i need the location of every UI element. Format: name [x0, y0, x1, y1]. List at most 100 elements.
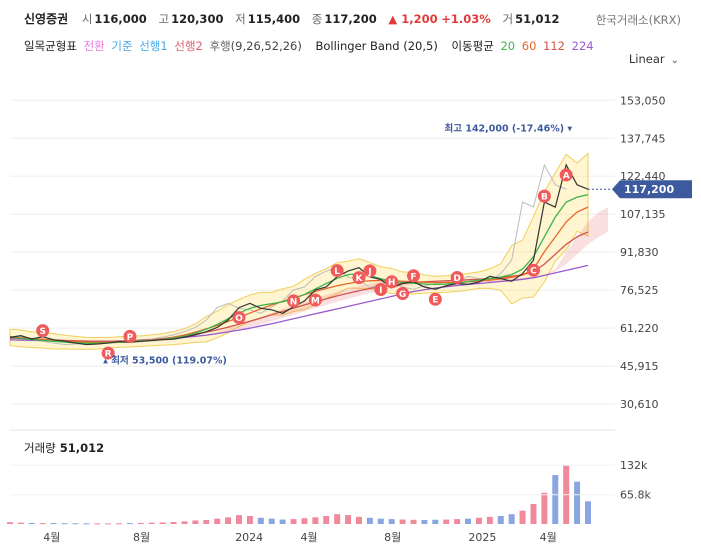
- ichimoku-span1: 선행1: [139, 39, 168, 53]
- bollinger-area: [9, 152, 589, 350]
- volume-tick-label: 65.8k: [620, 489, 651, 502]
- signal-marker-label: A: [563, 171, 570, 181]
- scale-dropdown[interactable]: Linear ⌄: [629, 52, 679, 66]
- chevron-down-icon: ⌄: [670, 55, 679, 66]
- signal-marker-dot: [385, 275, 399, 289]
- volume-bar: [530, 503, 537, 524]
- volume-bar: [574, 481, 581, 524]
- signal-marker-dot: [450, 271, 464, 285]
- high-label: 고: [158, 12, 170, 26]
- series-lines: [9, 163, 589, 346]
- volume-bar: [388, 519, 395, 524]
- volume-bar: [519, 510, 526, 524]
- volume-bar: [214, 518, 221, 524]
- bollinger-label: Bollinger Band (20,5): [315, 39, 438, 53]
- volume-title-label: 거래량: [24, 441, 56, 455]
- volume-bar: [61, 523, 68, 525]
- signal-marker-c: C: [526, 263, 540, 277]
- exchange-label: 한국거래소(KRX): [595, 13, 681, 27]
- signal-marker-label: M: [311, 296, 320, 306]
- open-value: 116,000: [94, 12, 147, 26]
- volume-bar: [39, 523, 46, 525]
- signal-marker-i: I: [374, 283, 388, 297]
- volume-bar: [148, 522, 155, 524]
- volume-bar: [366, 517, 373, 524]
- signal-marker-label: P: [127, 333, 134, 343]
- signal-marker-f: F: [407, 269, 421, 283]
- ichimoku-tenkan: 전환: [83, 39, 105, 53]
- volume-bar: [137, 522, 144, 524]
- signal-marker-o: O: [232, 311, 246, 325]
- volume-bar: [203, 519, 210, 524]
- signal-marker-label: E: [432, 296, 438, 306]
- signal-marker-b: B: [537, 189, 551, 203]
- signal-marker-n: N: [287, 294, 301, 308]
- ma-label: 이동평균: [451, 39, 494, 53]
- signal-marker-dot: [428, 292, 442, 306]
- signal-marker-g: G: [396, 287, 410, 301]
- signal-marker-label: K: [355, 274, 363, 284]
- x-tick-label: 4월: [43, 531, 60, 544]
- y-tick-label: 61,220: [620, 322, 659, 335]
- signal-marker-dot: [330, 264, 344, 278]
- y-tick-label: 45,915: [620, 360, 659, 373]
- volume-bar: [399, 519, 406, 524]
- signal-marker-label: F: [410, 272, 416, 282]
- signal-marker-label: O: [235, 314, 243, 324]
- ichimoku-chikou: 후행: [209, 39, 231, 53]
- signal-marker-dot: [396, 287, 410, 301]
- signal-marker-dot: [352, 271, 366, 285]
- signal-marker-e: E: [428, 292, 442, 306]
- signal-marker-l: L: [330, 264, 344, 278]
- ma-20: 20: [500, 39, 516, 53]
- current-price-label: 117,200: [624, 183, 674, 196]
- volume-label: 거: [502, 12, 514, 26]
- change-value: ▲ 1,200: [388, 12, 438, 26]
- volume-bar: [486, 516, 493, 524]
- volume-bar: [246, 515, 253, 524]
- volume-bar: [345, 515, 352, 524]
- signal-marker-label: B: [541, 193, 548, 203]
- volume-bar: [159, 522, 166, 524]
- volume-bar: [236, 515, 243, 524]
- signal-marker-dot: [526, 263, 540, 277]
- volume-bar: [585, 501, 591, 524]
- low-value: 115,400: [247, 12, 301, 26]
- volume-bar: [290, 519, 297, 524]
- volume-bar: [301, 518, 308, 524]
- volume-bar: [465, 518, 472, 524]
- volume-bar: [181, 521, 188, 524]
- volume-bar: [279, 519, 286, 524]
- y-axis: 153,050 137,745 122,440 107,135 91,830 76,525…: [620, 94, 666, 411]
- x-tick-label: 2025: [468, 531, 496, 544]
- volume-bar: [268, 518, 275, 524]
- scale-mode: Linear: [628, 52, 665, 66]
- x-tick-label: 2024: [235, 531, 263, 544]
- ichimoku-label: 일목균형표: [24, 39, 77, 53]
- x-tick-label: 4월: [300, 531, 317, 544]
- volume-bar: [508, 514, 515, 524]
- volume-bar: [17, 522, 24, 524]
- signal-marker-j: J: [363, 264, 377, 278]
- signal-marker-label: D: [453, 274, 460, 284]
- volume-bar: [377, 518, 384, 524]
- signal-marker-dot: [101, 346, 115, 360]
- signal-marker-label: H: [388, 278, 396, 288]
- ichimoku-chikou-line: [9, 163, 567, 346]
- y-tick-label: 137,745: [620, 132, 666, 145]
- signal-marker-dot: [232, 311, 246, 325]
- signal-marker-r: R: [101, 346, 115, 360]
- indicator-legend[interactable]: 일목균형표 전환 기준 선행1 선행2 후행(9,26,52,26) Bolli…: [24, 38, 597, 54]
- signal-marker-p: P: [123, 329, 137, 343]
- y-tick-label: 91,830: [620, 246, 659, 259]
- volume-bar: [192, 520, 199, 524]
- volume-bar: [225, 517, 232, 524]
- volume-bar: [541, 492, 548, 524]
- x-tick-label: 4월: [540, 531, 557, 544]
- signal-marker-dot: [374, 283, 388, 297]
- volume-bar: [497, 515, 504, 524]
- signal-marker-dot: [287, 294, 301, 308]
- volume-bar: [475, 517, 482, 524]
